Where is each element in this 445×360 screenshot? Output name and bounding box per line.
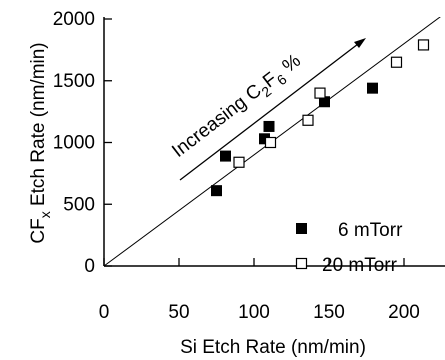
y-tick-label: 1500 (53, 71, 95, 92)
legend: 6 mTorr 20 mTorr (295, 220, 403, 276)
y-tick-label: 2000 (53, 9, 95, 30)
y-tick-label: 500 (63, 194, 95, 215)
y-tick-label: 1000 (53, 133, 95, 154)
reference-line (103, 17, 441, 267)
legend-marker-20mtorr (295, 257, 308, 270)
data-point-series-1 (314, 87, 326, 99)
x-ticks: 0 50 100 150 200 (99, 258, 420, 323)
x-tick-label: 100 (238, 302, 270, 323)
x-tick-label: 200 (388, 302, 420, 323)
legend-label-20mtorr: 20 mTorr (322, 255, 398, 276)
data-point-series-1 (264, 136, 277, 149)
data-point-series-0 (211, 185, 222, 197)
annotation-arrow (179, 38, 366, 181)
data-point-series-1 (302, 114, 314, 126)
data-points (211, 39, 430, 197)
data-point-series-0 (319, 96, 330, 108)
data-point-series-0 (220, 150, 231, 162)
data-point-series-1 (417, 39, 430, 51)
data-point-series-1 (233, 156, 245, 168)
data-point-series-0 (263, 120, 275, 132)
data-point-series-0 (259, 133, 270, 145)
x-axis-label: Si Etch Rate (nm/min) (180, 337, 366, 358)
legend-marker-6mtorr (296, 223, 307, 234)
x-tick-label: 0 (99, 302, 110, 323)
data-point-series-0 (367, 82, 378, 94)
annotation-text: Increasing C2F6 % (168, 50, 307, 165)
y-tick-label: 0 (84, 256, 95, 277)
y-ticks: 0 500 1000 1500 2000 (53, 9, 112, 277)
x-tick-label: 150 (313, 302, 345, 323)
data-point-series-1 (390, 56, 403, 68)
x-tick-label: 50 (168, 302, 189, 323)
legend-label-6mtorr: 6 mTorr (338, 220, 403, 241)
y-axis-label: CFx Etch Rate (nm/min) (28, 42, 53, 243)
